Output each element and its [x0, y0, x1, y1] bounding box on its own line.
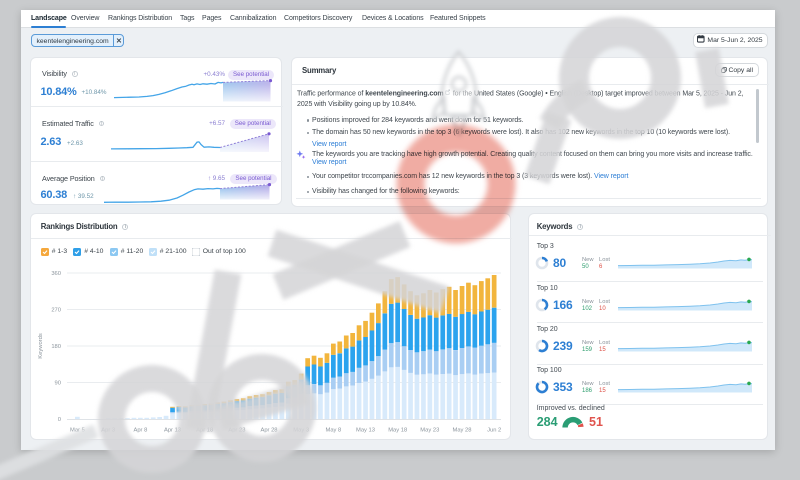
svg-text:May 23: May 23 [420, 428, 439, 434]
svg-text:180: 180 [51, 344, 61, 350]
svg-text:270: 270 [51, 308, 61, 314]
svg-text:Mar 5: Mar 5 [70, 428, 85, 434]
svg-text:May 8: May 8 [326, 428, 342, 434]
svg-text:Jun 2: Jun 2 [487, 428, 501, 434]
svg-text:Apr 8: Apr 8 [133, 428, 147, 434]
svg-text:Keywords: Keywords [38, 333, 44, 359]
svg-text:May 13: May 13 [356, 428, 375, 434]
svg-text:Apr 18: Apr 18 [196, 428, 213, 434]
svg-text:May 3: May 3 [293, 428, 309, 434]
svg-text:Apr 13: Apr 13 [164, 428, 181, 434]
svg-text:Apr 28: Apr 28 [260, 428, 277, 434]
svg-text:May 18: May 18 [388, 428, 407, 434]
svg-text:0: 0 [58, 417, 61, 423]
svg-text:May 28: May 28 [452, 428, 471, 434]
svg-text:360: 360 [51, 271, 61, 277]
svg-text:Apr 3: Apr 3 [101, 428, 115, 434]
svg-text:Apr 23: Apr 23 [228, 428, 245, 434]
svg-text:90: 90 [55, 381, 61, 387]
